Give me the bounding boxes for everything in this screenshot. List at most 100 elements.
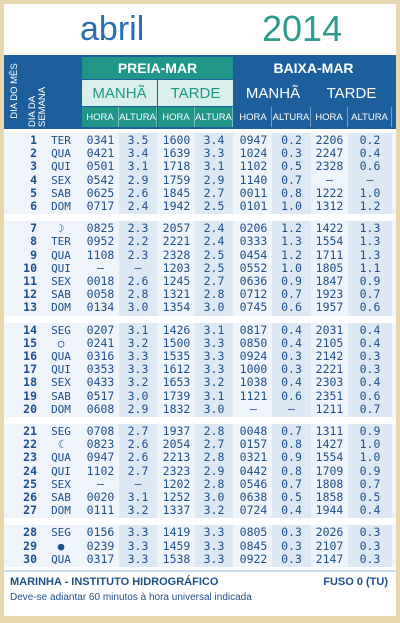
value: 0157 <box>239 437 268 452</box>
column-shade <box>119 424 157 519</box>
value: 1709 <box>315 463 344 478</box>
column-shade <box>272 424 311 519</box>
value: 0020 <box>86 490 115 504</box>
value: 3.4 <box>127 146 149 161</box>
value: 2303 <box>315 375 344 390</box>
value: 2.6 <box>127 450 149 465</box>
value: – <box>97 476 104 491</box>
value: 0924 <box>239 349 268 363</box>
value: 3.1 <box>203 159 225 174</box>
column-shade <box>348 525 392 567</box>
value: 1711 <box>315 247 344 262</box>
value: 2.4 <box>203 221 225 236</box>
day: 27 <box>23 503 37 518</box>
day: 5 <box>30 185 37 200</box>
value: 0.9 <box>359 463 381 478</box>
value: 0.7 <box>281 424 302 438</box>
value: 1.0 <box>359 437 381 452</box>
value: 0.3 <box>359 538 381 553</box>
value: 3.0 <box>127 388 149 403</box>
value: 2.6 <box>127 185 149 200</box>
value: 0048 <box>239 424 268 438</box>
value: 2.7 <box>127 463 149 478</box>
value: 1937 <box>162 424 191 438</box>
value: 1.2 <box>281 221 302 236</box>
value: – <box>326 172 333 187</box>
value: 3.3 <box>127 525 149 540</box>
value: 2221 <box>315 362 344 377</box>
value: 1422 <box>315 221 344 236</box>
day: 9 <box>30 247 37 262</box>
column-shade <box>348 133 392 215</box>
value: 2206 <box>315 133 344 147</box>
value: 0.3 <box>281 362 302 377</box>
value: 0.4 <box>359 146 381 161</box>
day: 10 <box>23 260 37 275</box>
value: 0317 <box>86 551 115 566</box>
value: 0.4 <box>359 503 381 518</box>
day: 11 <box>23 274 37 288</box>
value: 1211 <box>315 401 344 416</box>
weekday: QUA <box>51 147 71 161</box>
weekday: SAB <box>51 288 71 302</box>
value: 1805 <box>315 260 344 275</box>
value: 2247 <box>315 146 344 161</box>
value: 2107 <box>315 538 344 553</box>
value: 3.0 <box>203 490 225 504</box>
value: 3.2 <box>203 503 225 518</box>
value: 0546 <box>239 476 268 491</box>
value: – <box>366 172 374 187</box>
value: 0.3 <box>281 551 302 566</box>
value: 0.7 <box>281 287 302 302</box>
value: 1245 <box>162 274 191 288</box>
value: 0708 <box>86 424 115 438</box>
value: 3.3 <box>127 349 149 363</box>
weekday: DOM <box>51 504 71 518</box>
value: 1024 <box>239 146 268 161</box>
weekday: SEG <box>51 425 71 438</box>
column-shade <box>119 322 157 417</box>
value: 2.6 <box>127 274 149 288</box>
value: 1427 <box>315 437 344 452</box>
value: 1.1 <box>359 260 381 275</box>
column-shade <box>272 133 311 215</box>
value: 0608 <box>86 401 115 416</box>
value: 1337 <box>162 503 191 518</box>
value: 2.3 <box>127 247 149 262</box>
value: 0442 <box>239 463 268 478</box>
value: 1.2 <box>281 247 302 262</box>
value: 0207 <box>86 322 115 337</box>
value: 3.1 <box>127 490 149 504</box>
value: 2.7 <box>127 424 149 438</box>
value: 1600 <box>162 133 191 147</box>
weekday: QUI <box>51 363 71 377</box>
value: 0850 <box>239 335 268 350</box>
value: 3.1 <box>127 322 149 337</box>
weekday-label: DIA DA SEMANA <box>27 86 48 127</box>
value: 1847 <box>315 274 344 288</box>
value: 1203 <box>162 260 191 275</box>
value: 0.7 <box>359 401 381 416</box>
value: 3.1 <box>127 159 149 174</box>
value: 2142 <box>315 349 344 363</box>
value: – <box>288 401 295 416</box>
value: 2.9 <box>127 401 149 416</box>
day: 23 <box>23 450 37 465</box>
value: 1.0 <box>359 185 381 200</box>
value: 1808 <box>315 476 344 491</box>
value: 0.4 <box>359 375 381 390</box>
value: 1312 <box>315 199 344 213</box>
weekday: SEX <box>51 376 71 390</box>
day: 2 <box>30 146 37 161</box>
value: 2054 <box>162 437 191 452</box>
day: 20 <box>23 401 37 416</box>
value: 1311 <box>315 424 344 438</box>
column-shade <box>195 424 233 519</box>
value: 0.5 <box>359 490 381 504</box>
weekday: QUI <box>51 261 71 275</box>
value: 0825 <box>86 221 115 236</box>
value: 0.6 <box>281 388 302 403</box>
value: – <box>97 260 104 275</box>
value: 0.7 <box>359 287 381 302</box>
value: 3.1 <box>203 388 225 403</box>
